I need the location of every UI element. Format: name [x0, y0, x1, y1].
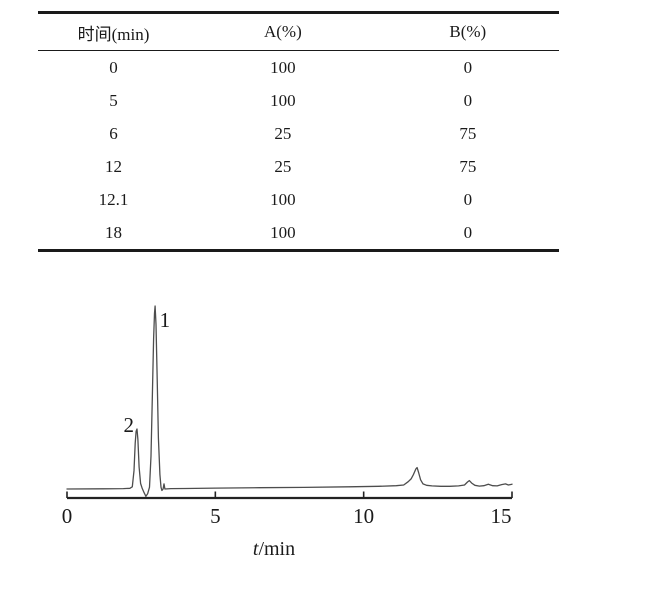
x-tick-label: 15: [491, 504, 512, 528]
table-cell: 12.1: [98, 189, 129, 209]
column-header-time: 时间(min): [38, 12, 190, 51]
x-tick-label: 0: [62, 504, 73, 528]
table-row: 0 100 0: [38, 51, 559, 85]
chromatogram-trace: [66, 305, 513, 497]
peak-label: 2: [124, 413, 135, 437]
table-cell: 100: [270, 189, 296, 209]
gradient-table-body: 0 100 0 5 100 0 6 25 75 12 25 75 12.1 100 0 18 100 0: [38, 51, 559, 251]
table-cell: 18: [105, 222, 123, 242]
column-header-b: B(%): [376, 12, 559, 51]
table-cell: 12: [105, 156, 123, 176]
table-row: 5 100 0: [38, 84, 559, 117]
gradient-elution-table: 时间(min) A(%) B(%) 0 100 0 5 100 0 6 25 75 12 25 75 1…: [38, 11, 559, 252]
table-cell: 75: [459, 123, 477, 143]
peak-label: 1: [160, 308, 171, 332]
table-row: 18 100 0: [38, 216, 559, 251]
table-cell: 6: [109, 123, 118, 143]
table-cell: 100: [270, 57, 296, 77]
chromatogram-figure: 0 5 10 15 t/min 1 2: [0, 280, 658, 590]
table-cell: 0: [463, 189, 473, 209]
x-axis-label: t/min: [253, 538, 295, 560]
x-tick-label: 10: [353, 504, 374, 528]
table-cell: 5: [109, 90, 118, 110]
table-cell: 100: [270, 90, 296, 110]
x-tick-label: 5: [210, 504, 221, 528]
table-row: 12.1 100 0: [38, 183, 559, 216]
table-header-row: 时间(min) A(%) B(%): [38, 12, 559, 51]
table-cell: 25: [274, 123, 292, 143]
column-header-a: A(%): [189, 12, 377, 51]
table-cell: 0: [109, 57, 118, 77]
table-cell: 0: [463, 222, 473, 242]
table-row: 12 25 75: [38, 150, 559, 183]
table-cell: 75: [459, 156, 477, 176]
table-cell: 0: [463, 57, 473, 77]
table-row: 6 25 75: [38, 117, 559, 150]
table-cell: 100: [270, 222, 296, 242]
chromatogram-plot: 0 5 10 15 t/min 1 2: [62, 305, 513, 560]
table-cell: 25: [274, 156, 292, 176]
gradient-table: 时间(min) A(%) B(%) 0 100 0 5 100 0 6 25 75 12 25 75 1…: [38, 11, 559, 252]
table-cell: 0: [463, 90, 473, 110]
